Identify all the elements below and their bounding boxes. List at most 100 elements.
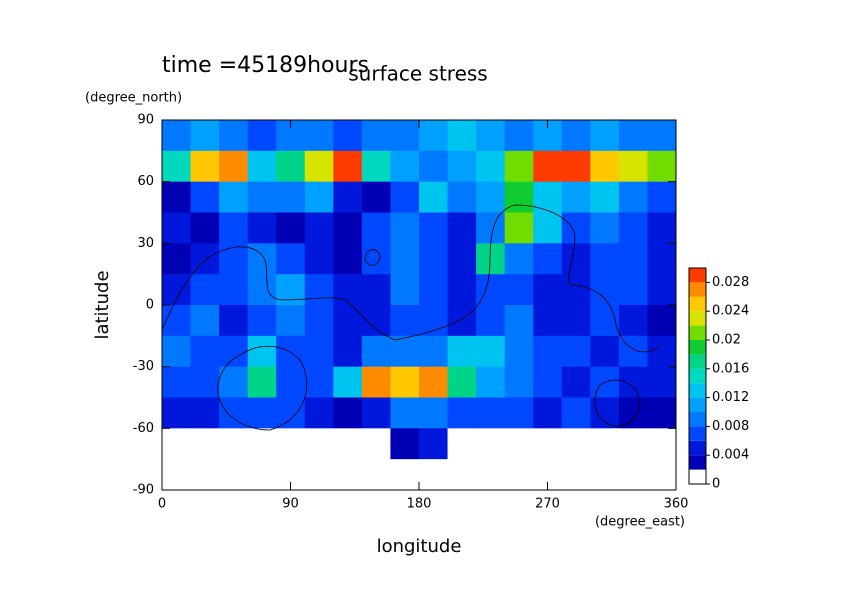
cell bbox=[361, 335, 391, 368]
cell bbox=[247, 335, 277, 368]
cell bbox=[561, 150, 591, 183]
cell bbox=[219, 243, 249, 275]
cell bbox=[647, 150, 677, 183]
cell bbox=[390, 274, 420, 306]
field bbox=[162, 120, 677, 491]
cell bbox=[476, 335, 506, 368]
colorbar-tick-label: 0.016 bbox=[712, 361, 749, 376]
colorbar-swatch bbox=[689, 325, 706, 340]
y-tick-label: 30 bbox=[137, 236, 154, 251]
cell bbox=[276, 366, 306, 398]
cell bbox=[304, 459, 334, 491]
cell bbox=[333, 428, 363, 460]
colorbar-swatch bbox=[689, 354, 706, 369]
cell bbox=[419, 428, 449, 460]
cell bbox=[361, 397, 391, 429]
cell bbox=[390, 428, 420, 460]
cell bbox=[533, 274, 563, 306]
cell bbox=[533, 181, 563, 213]
cell bbox=[447, 274, 477, 306]
x-tick-label: 270 bbox=[535, 497, 560, 512]
cell bbox=[533, 428, 563, 460]
cell bbox=[647, 459, 677, 491]
colorbar-tick-label: 0 bbox=[712, 477, 720, 492]
chart-title: surface stress bbox=[348, 62, 487, 86]
cell bbox=[647, 335, 677, 368]
cell bbox=[276, 243, 306, 275]
cell bbox=[190, 366, 220, 398]
cell bbox=[247, 428, 277, 460]
colorbar-swatch bbox=[689, 296, 706, 312]
cell bbox=[476, 120, 506, 152]
cell bbox=[190, 150, 220, 183]
cell bbox=[533, 150, 563, 183]
cell bbox=[390, 459, 420, 491]
cell bbox=[276, 274, 306, 306]
cell bbox=[162, 243, 192, 275]
coastlines bbox=[161, 204, 661, 431]
cell bbox=[476, 428, 506, 460]
cell bbox=[390, 366, 420, 398]
cell bbox=[219, 150, 249, 183]
cell bbox=[504, 212, 534, 244]
cell bbox=[219, 212, 249, 244]
cell bbox=[247, 366, 277, 398]
colorbar-swatch bbox=[689, 455, 706, 470]
cell bbox=[276, 305, 306, 337]
colorbar-tick-label: 0.004 bbox=[712, 448, 749, 463]
cell bbox=[247, 459, 277, 491]
cell bbox=[561, 120, 591, 152]
cell bbox=[647, 397, 677, 429]
cell bbox=[504, 397, 534, 429]
cell bbox=[504, 120, 534, 152]
cell bbox=[333, 150, 363, 183]
cell bbox=[447, 120, 477, 152]
cell bbox=[390, 150, 420, 183]
cell bbox=[219, 305, 249, 337]
cell bbox=[304, 366, 334, 398]
cell bbox=[190, 274, 220, 306]
y-tick-label: -30 bbox=[133, 359, 154, 374]
cell bbox=[390, 243, 420, 275]
cell bbox=[533, 243, 563, 275]
colorbar-tick-label: 0.024 bbox=[712, 304, 749, 319]
cell bbox=[419, 274, 449, 306]
cell bbox=[504, 366, 534, 398]
cell bbox=[333, 212, 363, 244]
cell bbox=[590, 274, 620, 306]
cell bbox=[190, 212, 220, 244]
cell bbox=[561, 397, 591, 429]
cell bbox=[504, 459, 534, 491]
cell bbox=[447, 335, 477, 368]
cell bbox=[361, 366, 391, 398]
x-axis-label: longitude bbox=[377, 536, 462, 557]
cell bbox=[590, 181, 620, 213]
cell bbox=[618, 305, 648, 337]
cell bbox=[162, 120, 192, 152]
cell bbox=[476, 459, 506, 491]
cell bbox=[419, 181, 449, 213]
cell bbox=[447, 243, 477, 275]
cell bbox=[304, 428, 334, 460]
cell bbox=[390, 120, 420, 152]
cell bbox=[190, 428, 220, 460]
cell bbox=[618, 243, 648, 275]
x-tick-label: 0 bbox=[158, 497, 166, 512]
cell bbox=[561, 459, 591, 491]
cell bbox=[304, 274, 334, 306]
chart-subtitle: time =45189hours bbox=[162, 53, 369, 78]
cell bbox=[276, 335, 306, 368]
cell bbox=[361, 305, 391, 337]
cell bbox=[561, 274, 591, 306]
cell bbox=[361, 181, 391, 213]
cell bbox=[162, 335, 192, 368]
cell bbox=[647, 120, 677, 152]
cell bbox=[618, 274, 648, 306]
cell bbox=[647, 243, 677, 275]
y-tick-label: 60 bbox=[137, 174, 154, 189]
cell bbox=[618, 181, 648, 213]
cell bbox=[219, 181, 249, 213]
cell bbox=[618, 397, 648, 429]
cell bbox=[276, 212, 306, 244]
cell bbox=[447, 428, 477, 460]
